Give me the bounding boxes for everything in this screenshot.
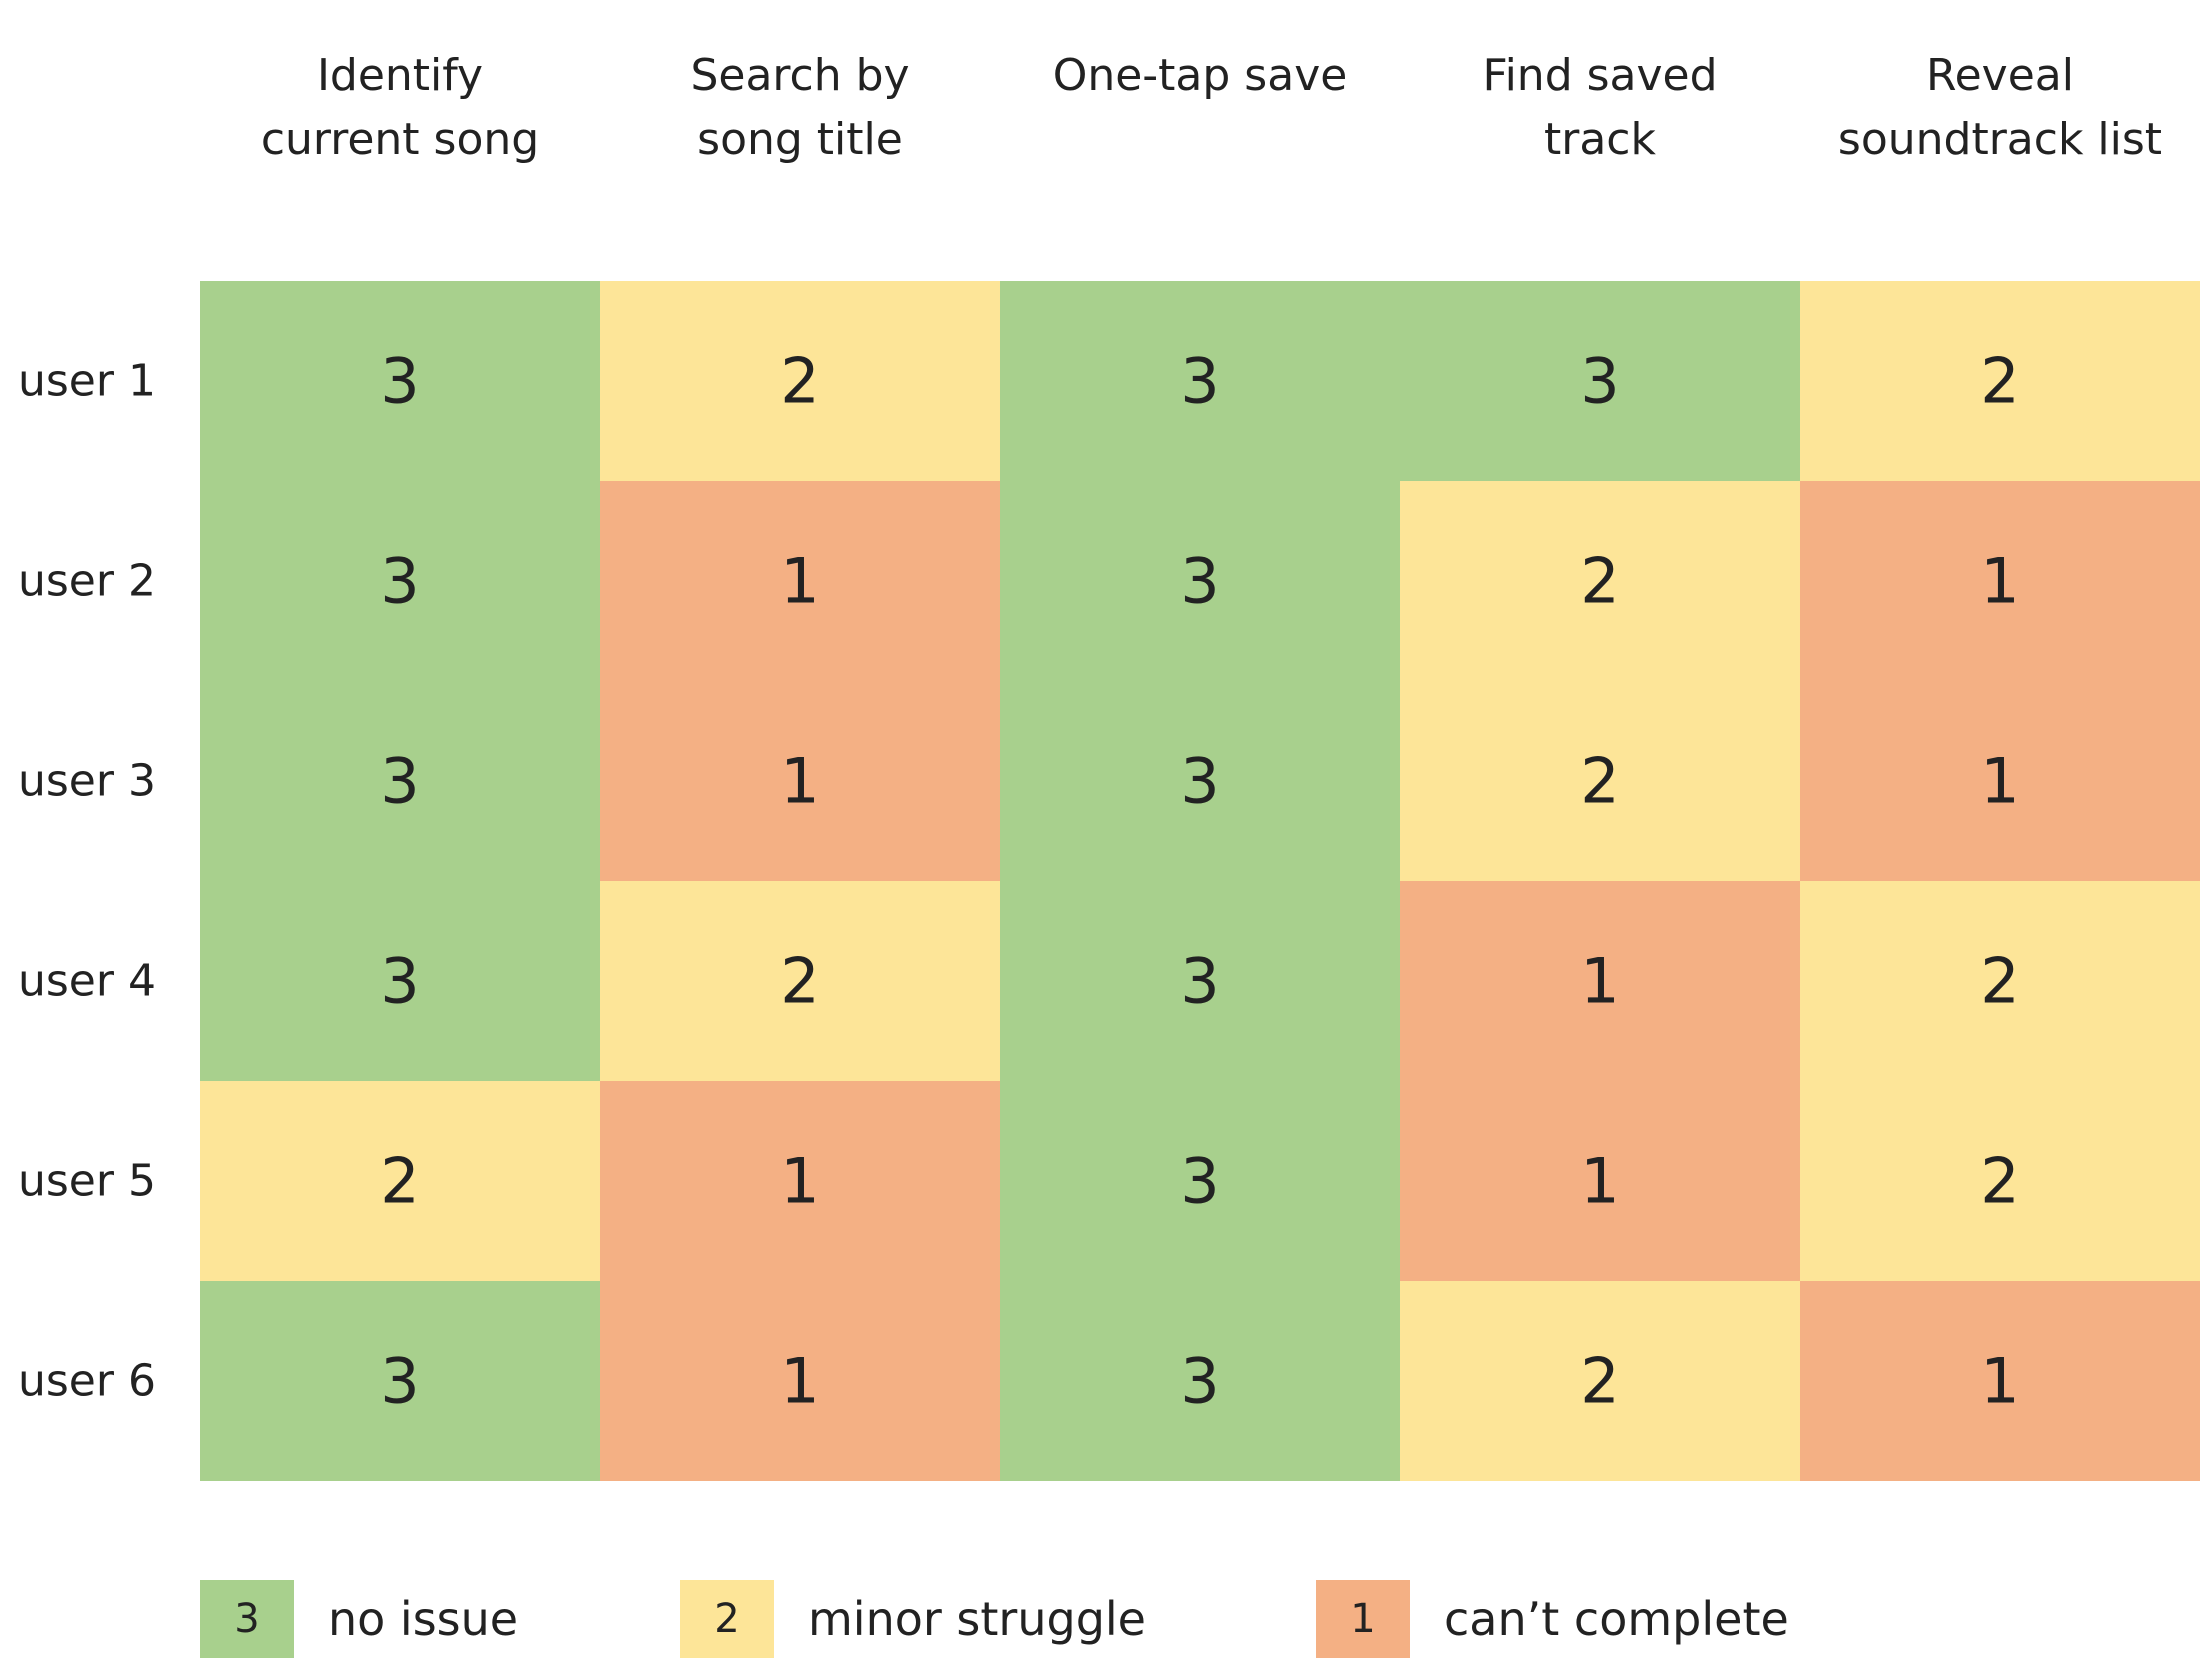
column-labels: Identify current song Search by song title O… (261, 50, 2162, 165)
column-label-line: current song (261, 114, 539, 165)
heatmap-cell (200, 1281, 600, 1481)
legend-value: 1 (1350, 1596, 1375, 1642)
cell-value-label: 3 (380, 1345, 419, 1418)
heatmap-cell (1800, 681, 2200, 881)
cell-value-label: 2 (780, 945, 819, 1018)
heatmap-cell (1400, 881, 1800, 1081)
heatmap-cell (1400, 281, 1800, 481)
heatmap-cell (1800, 1281, 2200, 1481)
heatmap-cell (1000, 1281, 1400, 1481)
cell-value-label: 3 (380, 545, 419, 618)
cell-value-label: 3 (1180, 945, 1219, 1018)
legend-label: no issue (328, 1592, 518, 1646)
row-label: user 6 (18, 1356, 156, 1407)
cell-value-label: 2 (1580, 1345, 1619, 1418)
legend-value: 2 (714, 1596, 739, 1642)
column-label: Identify current song (261, 50, 539, 165)
column-label-line: track (1544, 114, 1656, 165)
heatmap-cell (600, 681, 1000, 881)
heatmap-cell (1000, 481, 1400, 681)
heatmap-cell (1400, 681, 1800, 881)
row-labels: user 1 user 2 user 3 user 4 user 5 user 6 (18, 356, 156, 1407)
heatmap-cell (1400, 1081, 1800, 1281)
heatmap-cell (600, 281, 1000, 481)
cell-value-label: 1 (1580, 945, 1619, 1018)
cell-value-label: 1 (780, 1345, 819, 1418)
row-label: user 4 (18, 956, 156, 1007)
cell-value-label: 3 (1180, 745, 1219, 818)
heatmap-cells: 3 2 3 3 2 3 1 3 2 1 3 1 3 2 1 3 2 3 1 2 2 1 3 1 2 3 1 3 2 1 (200, 281, 2200, 1481)
cell-value-label: 1 (1580, 1145, 1619, 1218)
heatmap-cell (600, 1281, 1000, 1481)
column-label: Reveal soundtrack list (1838, 50, 2162, 165)
cell-value-label: 2 (1580, 745, 1619, 818)
cell-value-label: 2 (380, 1145, 419, 1218)
row-label: user 3 (18, 756, 156, 807)
heatmap-cell (1800, 1081, 2200, 1281)
cell-value-label: 1 (1980, 1345, 2019, 1418)
column-label-line: soundtrack list (1838, 114, 2162, 165)
heatmap-cell (1000, 881, 1400, 1081)
heatmap-cell (200, 681, 600, 881)
column-label-line: One-tap save (1053, 50, 1348, 101)
column-label-line: Search by (690, 50, 909, 101)
legend-swatch (200, 1580, 294, 1658)
cell-value-label: 1 (780, 745, 819, 818)
cell-value-label: 1 (780, 1145, 819, 1218)
cell-value-label: 2 (1980, 945, 2019, 1018)
row-label: user 1 (18, 356, 156, 407)
heatmap-cell (1000, 281, 1400, 481)
heatmap-cell (600, 1081, 1000, 1281)
cell-value-label: 2 (1980, 1145, 2019, 1218)
cell-value-label: 3 (1180, 545, 1219, 618)
column-label: Search by song title (690, 50, 909, 165)
cell-value-label: 1 (1980, 745, 2019, 818)
legend-label: can’t complete (1444, 1592, 1789, 1646)
column-label-line: Find saved (1482, 50, 1717, 101)
column-label-line: Reveal (1926, 50, 2074, 101)
heatmap-cell (600, 481, 1000, 681)
cell-value-label: 3 (1180, 1145, 1219, 1218)
heatmap-cell (1000, 1081, 1400, 1281)
heatmap-cell (600, 881, 1000, 1081)
column-label-line: Identify (317, 50, 483, 101)
legend-label: minor struggle (808, 1592, 1146, 1646)
cell-value-label: 3 (1580, 345, 1619, 418)
column-label: One-tap save (1053, 50, 1348, 101)
cell-value-label: 2 (1980, 345, 2019, 418)
cell-value-label: 1 (1980, 545, 2019, 618)
cell-value-label: 3 (380, 745, 419, 818)
cell-value-label: 3 (380, 945, 419, 1018)
cell-value-label: 3 (380, 345, 419, 418)
heatmap-cell (200, 1081, 600, 1281)
heatmap-cell (1000, 681, 1400, 881)
legend-value: 3 (234, 1596, 259, 1642)
heatmap-cell (1400, 1281, 1800, 1481)
heatmap-cell (1800, 281, 2200, 481)
cell-value-label: 3 (1180, 345, 1219, 418)
row-label: user 2 (18, 556, 156, 607)
column-label: Find saved track (1482, 50, 1717, 165)
heatmap-cell (1800, 881, 2200, 1081)
heatmap-cell (1800, 481, 2200, 681)
legend-swatch (680, 1580, 774, 1658)
legend: 3 no issue 2 minor struggle 1 can’t complete (200, 1580, 1789, 1658)
cell-value-label: 1 (780, 545, 819, 618)
legend-swatch (1316, 1580, 1410, 1658)
cell-value-label: 3 (1180, 1345, 1219, 1418)
column-label-line: song title (697, 114, 903, 165)
heatmap-cell (200, 881, 600, 1081)
cell-value-label: 2 (780, 345, 819, 418)
row-label: user 5 (18, 1156, 156, 1207)
heatmap-cell (1400, 481, 1800, 681)
heatmap-cell (200, 281, 600, 481)
heatmap-cell (200, 481, 600, 681)
cell-value-label: 2 (1580, 545, 1619, 618)
